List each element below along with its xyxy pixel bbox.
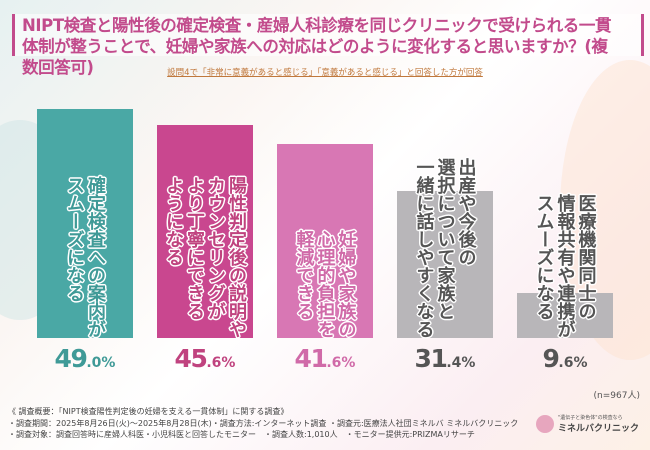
value-int: 31 [414,344,448,373]
value-int: 41 [294,344,328,373]
value-int: 45 [174,344,208,373]
note-line: 《 調査概要：「NIPT検査陽性判定後の妊婦を支える一貫体制」に関する調査》 [8,407,289,416]
title-box [12,14,644,56]
bar-label: 出産や今後の 選択について家族と 一緒に話しやすくなる [413,158,477,338]
note-line: ・調査対象：調査回答時に産婦人科医・小児科医と回答したモニター ・調査人数:1,… [8,430,475,439]
value-dec: .4% [446,355,476,371]
value-int: 49 [54,344,88,373]
bar: 妊婦や家族の 心理的負担を 軽減できる [277,143,373,338]
value-int: 9 [542,344,560,373]
survey-notes: 《 調査概要：「NIPT検査陽性判定後の妊婦を支える一貫体制」に関する調査》 ・… [8,406,518,441]
value-label: 49.0% [37,344,133,373]
note-line: ・調査期間：2025年8月26日(火)〜2025年8月28日(木)・調査方法:イ… [8,418,519,428]
bar: 確定検査への案内が スムーズになる [37,109,133,338]
value-dec: .0% [86,355,116,371]
logo-name: ミネルバクリニック [558,424,640,434]
chart-subtitle: 設問4で「非常に意義があると感じる」「意義があると感じる」と回答した方が回答 [167,68,483,78]
clinic-logo: "遺伝子と染色体"の検査なら ミネルバクリニック [536,414,639,434]
bar-label: 確定検査への案内が スムーズになる [64,176,106,338]
logo-tagline: "遺伝子と染色体"の検査なら [558,415,623,421]
bar-label: 妊婦や家族の 心理的負担を 軽減できる [293,230,357,338]
sample-size: (n=967人) [593,391,640,401]
value-dec: .6% [326,355,356,371]
value-label: 45.6% [157,344,253,373]
bar-label: 医療機関同士の 情報共有や連携が スムーズになる [533,194,597,338]
value-label: 31.4% [397,344,493,373]
bar: 陽性判定後の説明や カウンセリングが より丁寧にできる ようになる [157,125,253,338]
logo-icon [536,415,554,433]
bar: 医療機関同士の 情報共有や連携が スムーズになる [517,194,613,338]
value-dec: .6% [206,355,236,371]
value-label: 9.6% [517,344,613,373]
value-dec: .6% [558,355,588,371]
value-label: 41.6% [277,344,373,373]
bar-label: 陽性判定後の説明や カウンセリングが より丁寧にできる ようになる [163,176,247,338]
bar: 出産や今後の 選択について家族と 一緒に話しやすくなる [397,158,493,338]
chart-title: NIPT検査と陽性後の確定検査・産婦人科診療を同じクリニックで受けられる一貫体制… [22,16,612,77]
